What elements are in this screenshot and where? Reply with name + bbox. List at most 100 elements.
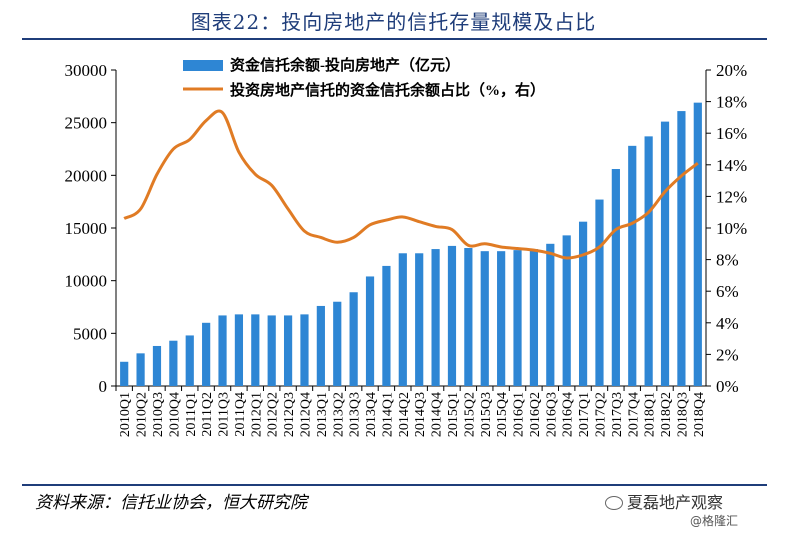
x-tick-label: 2010Q4 bbox=[167, 392, 182, 437]
line-series bbox=[123, 109, 699, 260]
x-tick-label: 2011Q4 bbox=[233, 392, 248, 437]
x-tick-label: 2012Q2 bbox=[266, 392, 281, 437]
bar bbox=[513, 250, 522, 386]
bar bbox=[644, 136, 653, 386]
axes: 0 5000 10000 15000 20000 25000 30000 0% 2% 4% 6% 8%… bbox=[65, 61, 748, 437]
x-tick-label: 2014Q2 bbox=[397, 392, 412, 437]
x-tick-label: 2012Q1 bbox=[249, 392, 264, 437]
x-tick-label: 2011Q2 bbox=[200, 392, 215, 437]
y-left-tick-label: 20000 bbox=[65, 166, 108, 185]
bar bbox=[251, 314, 260, 386]
series-line bbox=[123, 109, 699, 260]
legend-bar-swatch bbox=[183, 60, 223, 71]
bar bbox=[431, 249, 440, 386]
x-tick-label: 2010Q1 bbox=[118, 392, 133, 437]
x-tick-label: 2010Q3 bbox=[151, 392, 166, 437]
bar bbox=[349, 292, 358, 386]
x-tick-label: 2011Q3 bbox=[217, 392, 232, 437]
x-tick-label: 2016Q4 bbox=[561, 392, 576, 437]
bar bbox=[480, 251, 489, 386]
bar bbox=[267, 315, 276, 386]
x-tick-label: 2013Q4 bbox=[364, 392, 379, 437]
watermark-platform: @格隆汇 bbox=[690, 514, 739, 528]
x-tick-label: 2010Q2 bbox=[135, 392, 150, 437]
bar bbox=[169, 340, 178, 386]
y-right-tick-label: 12% bbox=[716, 187, 747, 206]
bar bbox=[628, 145, 637, 386]
bar bbox=[382, 265, 391, 386]
x-tick-label: 2013Q3 bbox=[348, 392, 363, 437]
y-left-tick-label: 10000 bbox=[65, 272, 108, 291]
top-divider bbox=[22, 38, 767, 40]
x-tick-label: 2015Q4 bbox=[495, 392, 510, 437]
x-tick-label: 2014Q4 bbox=[430, 392, 445, 437]
legend-bar-label: 资金信托余额-投向房地产（亿元） bbox=[230, 56, 460, 74]
y-right-tick-label: 10% bbox=[716, 219, 747, 238]
y-left-tick-label: 25000 bbox=[65, 114, 108, 133]
source-note: 资料来源：信托业协会，恒大研究院 bbox=[35, 493, 307, 513]
x-tick-label: 2016Q3 bbox=[544, 392, 559, 437]
x-tick-label: 2012Q3 bbox=[282, 392, 297, 437]
x-tick-label: 2015Q3 bbox=[479, 392, 494, 437]
x-tick-label: 2014Q3 bbox=[413, 392, 428, 437]
y-right-tick-label: 6% bbox=[716, 282, 739, 301]
watermark-account: 夏磊地产观察 bbox=[605, 489, 723, 513]
x-tick-label: 2013Q1 bbox=[315, 392, 330, 437]
wechat-icon bbox=[605, 496, 623, 510]
bar-series bbox=[120, 102, 702, 387]
bar bbox=[398, 253, 407, 386]
bar bbox=[365, 276, 375, 386]
x-tick-label: 2015Q2 bbox=[462, 392, 477, 437]
x-tick-label: 2018Q4 bbox=[692, 392, 707, 437]
bottom-divider bbox=[22, 484, 767, 486]
bar bbox=[218, 315, 227, 386]
y-right-tick-label: 20% bbox=[716, 61, 747, 80]
x-tick-label: 2016Q2 bbox=[528, 392, 543, 437]
x-tick-label: 2011Q1 bbox=[184, 392, 199, 437]
x-tick-label: 2017Q4 bbox=[626, 392, 641, 437]
legend-line-label: 投资房地产信托的资金信托余额占比（%，右） bbox=[230, 81, 545, 99]
bar bbox=[562, 235, 571, 386]
x-tick-label: 2017Q2 bbox=[593, 392, 608, 437]
bar bbox=[677, 111, 686, 386]
x-tick-label: 2017Q1 bbox=[577, 392, 592, 437]
bar bbox=[185, 335, 194, 386]
x-tick-label: 2018Q1 bbox=[643, 392, 658, 437]
x-tick-label: 2014Q1 bbox=[380, 392, 395, 437]
bar bbox=[693, 102, 702, 387]
y-left-tick-label: 0 bbox=[99, 377, 108, 396]
bar bbox=[611, 169, 620, 386]
y-right-tick-label: 8% bbox=[716, 251, 739, 270]
bar bbox=[120, 361, 129, 386]
bar bbox=[529, 249, 539, 386]
x-tick-label: 2018Q3 bbox=[675, 392, 690, 437]
y-left-tick-label: 5000 bbox=[73, 324, 107, 343]
page-title: 图表22：投向房地产的信托存量规模及占比 bbox=[190, 10, 597, 34]
bar bbox=[333, 301, 342, 386]
x-tick-label: 2016Q1 bbox=[512, 392, 527, 437]
legend: 资金信托余额-投向房地产（亿元） 投资房地产信托的资金信托余额占比（%，右） bbox=[183, 56, 545, 99]
bar bbox=[415, 253, 424, 386]
x-tick-label: 2017Q3 bbox=[610, 392, 625, 437]
bar bbox=[202, 322, 211, 386]
x-tick-label: 2015Q1 bbox=[446, 392, 461, 437]
bar bbox=[464, 248, 473, 386]
bar bbox=[234, 314, 244, 386]
y-right-tick-label: 16% bbox=[716, 124, 747, 143]
y-right-tick-label: 2% bbox=[716, 345, 739, 364]
bar bbox=[283, 315, 293, 386]
bar bbox=[546, 243, 555, 386]
bar bbox=[447, 245, 457, 386]
chart: 资金信托余额-投向房地产（亿元） 投资房地产信托的资金信托余额占比（%，右） 0… bbox=[65, 56, 748, 437]
bar bbox=[497, 251, 506, 386]
y-left-tick-label: 15000 bbox=[65, 219, 108, 238]
watermark-account-label: 夏磊地产观察 bbox=[627, 493, 724, 512]
y-right-tick-label: 14% bbox=[716, 156, 747, 175]
bar bbox=[136, 353, 145, 386]
bar bbox=[300, 314, 309, 386]
bar bbox=[316, 305, 325, 386]
y-left-tick-label: 30000 bbox=[65, 61, 108, 80]
bar bbox=[578, 221, 588, 386]
y-right-tick-label: 4% bbox=[716, 314, 739, 333]
x-tick-label: 2012Q4 bbox=[298, 392, 313, 437]
